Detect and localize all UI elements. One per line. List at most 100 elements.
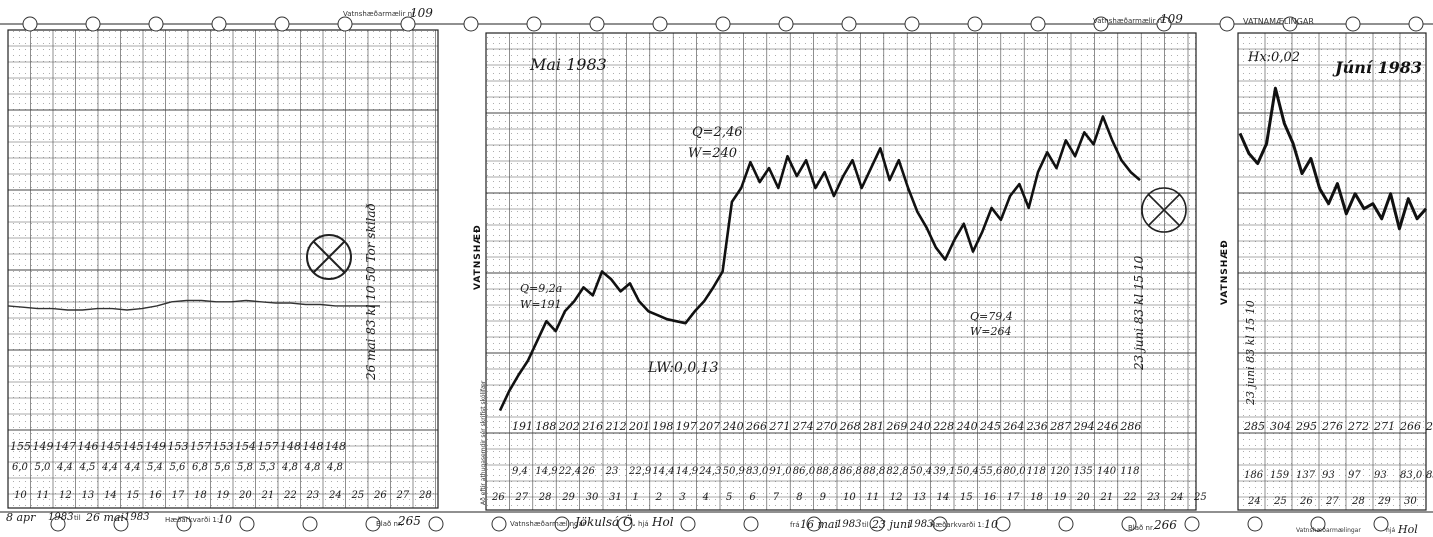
- day-number: 15: [960, 492, 973, 503]
- sprocket-hole: [652, 16, 668, 32]
- day-number: 21: [261, 490, 275, 501]
- reading-cell: 83,0: [1400, 470, 1423, 481]
- reading-cell: 86,8: [839, 466, 862, 477]
- reading-cell: 228: [933, 420, 955, 433]
- sprocket-hole: [50, 516, 66, 532]
- reading-cell: 216: [582, 420, 604, 433]
- reading-cell: 4,8: [327, 462, 343, 473]
- sheet-label: Blað nr.: [1128, 524, 1155, 532]
- day-number: 13: [81, 490, 95, 501]
- reading-cell: 149: [32, 440, 54, 453]
- crossed-circle-mark: [306, 234, 352, 280]
- date-from: 8 apr: [6, 511, 36, 524]
- gauge-number: 109: [1160, 12, 1183, 26]
- sprocket-hole: [778, 16, 794, 32]
- day-number: 11: [866, 492, 880, 503]
- sprocket-hole: [1282, 16, 1298, 32]
- sprocket-hole: [1373, 516, 1389, 532]
- reading-cell: 22,4: [558, 466, 582, 477]
- scale-label: Hæðarkvarði 1:: [930, 521, 985, 529]
- sprocket-hole: [1030, 16, 1046, 32]
- reading-cell: 145: [122, 440, 144, 453]
- reading-cell: 148: [302, 440, 324, 453]
- sprocket-hole: [554, 516, 570, 532]
- hydrograph-trace: [7, 299, 380, 311]
- reading-cell: 268: [839, 420, 861, 433]
- day-number: 6: [749, 492, 756, 503]
- reading-cell: 14,4: [652, 466, 675, 477]
- reading-cell: 157: [190, 440, 211, 453]
- reading-cell: 14,9: [675, 466, 699, 477]
- date-from-prefix: frá: [790, 521, 800, 529]
- day-number: 26: [492, 492, 505, 503]
- day-number: 18: [1030, 492, 1043, 503]
- sprocket-hole: [1121, 516, 1137, 532]
- reading-cell: 50,4: [956, 466, 979, 477]
- sprocket-hole: [995, 516, 1011, 532]
- hydrograph-trace: [498, 115, 1141, 412]
- reading-cell: 148: [325, 440, 346, 453]
- day-number: 1: [632, 492, 639, 503]
- day-number: 15: [126, 490, 140, 501]
- day-number: 23: [306, 490, 320, 501]
- sprocket-hole: [869, 516, 885, 532]
- day-number: 7: [772, 492, 780, 503]
- reading-cell: 5,3: [259, 462, 276, 473]
- reading-cell: 83,0: [746, 466, 769, 477]
- reading-cell: 271: [1374, 420, 1395, 433]
- sprocket-hole: [1247, 516, 1263, 532]
- sprocket-hole: [715, 16, 731, 32]
- day-number: 11: [36, 490, 50, 501]
- reading-cell: 240: [956, 420, 978, 433]
- reading-cell: 55,6: [980, 466, 1003, 477]
- sprocket-hole: [806, 516, 822, 532]
- day-number: 24: [1248, 496, 1261, 507]
- scale-value: 10: [984, 518, 998, 531]
- reading-cell: 118: [1120, 466, 1140, 477]
- sheet-number: 265: [398, 514, 421, 528]
- reading-cell: 9,4: [512, 466, 528, 477]
- reading-cell: 93: [1374, 470, 1387, 481]
- near-value: Hol: [652, 515, 674, 529]
- near-label: hjá: [638, 520, 649, 528]
- sprocket-hole: [274, 16, 290, 32]
- sprocket-hole: [1345, 16, 1361, 32]
- reading-cell: 207: [699, 420, 721, 433]
- day-number: 20: [1077, 492, 1090, 503]
- reading-cell: 5,0: [34, 462, 51, 473]
- annotation-lw: LW:0,0,13: [648, 360, 719, 376]
- reading-cell: 5,4: [147, 462, 163, 473]
- day-number: 12: [59, 490, 72, 501]
- day-number: 28: [419, 490, 432, 501]
- sprocket-hole: [302, 516, 318, 532]
- day-number: 28: [538, 492, 552, 503]
- sprocket-hole: [617, 516, 633, 532]
- sprocket-hole: [1093, 16, 1109, 32]
- reading-cell: 270: [816, 420, 838, 433]
- sprocket-hole: [1310, 516, 1326, 532]
- reading-cell: 6,0: [12, 462, 28, 473]
- day-number: 29: [1378, 496, 1391, 507]
- month-label: Júní 1983: [1335, 58, 1423, 77]
- hydrograph-trace: [1238, 86, 1428, 231]
- reading-cell: 140: [1097, 466, 1117, 477]
- peak-label: Hx:0,02: [1248, 50, 1300, 65]
- gauge-title: Vatnshæðarmælir nr.: [1093, 17, 1167, 25]
- sprocket-hole: [148, 16, 164, 32]
- sprocket-hole: [337, 16, 353, 32]
- reading-cell: 135: [1073, 466, 1093, 477]
- day-number: 10: [14, 490, 27, 501]
- day-number: 27: [396, 490, 410, 501]
- gauge-number: 109: [410, 6, 433, 20]
- day-number: 16: [149, 490, 162, 501]
- reading-cell: 155: [10, 440, 31, 453]
- day-number: 30: [1404, 496, 1417, 507]
- day-number: 9: [819, 492, 826, 503]
- sprocket-hole: [239, 516, 255, 532]
- reading-cell: 88,8: [816, 466, 839, 477]
- reading-cell: 159: [1270, 470, 1290, 481]
- reading-cell: 188: [535, 420, 557, 433]
- sprocket-hole: [365, 516, 381, 532]
- reading-cell: 287: [1050, 420, 1072, 433]
